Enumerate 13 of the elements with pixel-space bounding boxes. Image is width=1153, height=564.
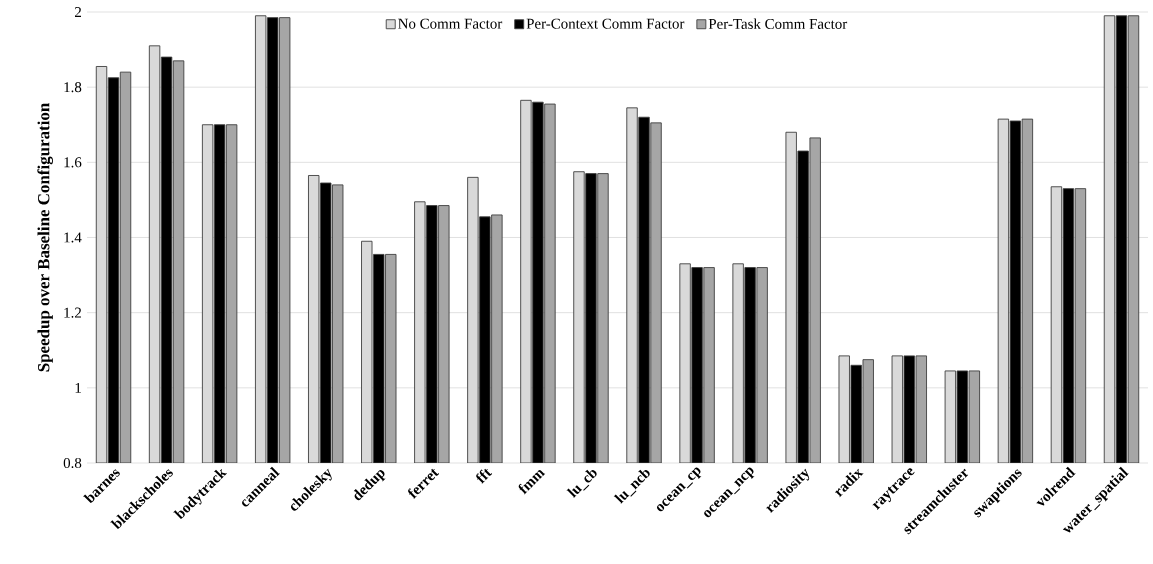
legend-label: Per-Context Comm Factor — [526, 18, 685, 29]
y-tick-label: 1.8 — [64, 82, 82, 93]
y-tick-label: 1 — [75, 382, 81, 393]
x-tick-label: fft — [476, 468, 493, 484]
legend-label: Per-Task Comm Factor — [708, 18, 848, 29]
y-tick-label: 1.6 — [64, 157, 82, 168]
y-axis-title: Speedup over Baseline Configuration — [37, 102, 53, 372]
x-tick-label: fmm — [518, 469, 546, 495]
y-tick-label: 1.2 — [64, 307, 81, 318]
y-tick-label: 2 — [75, 7, 81, 17]
y-tick-label: 1.4 — [64, 232, 82, 243]
legend-label: No Comm Factor — [398, 18, 503, 29]
y-tick-label: 0.8 — [63, 457, 82, 469]
